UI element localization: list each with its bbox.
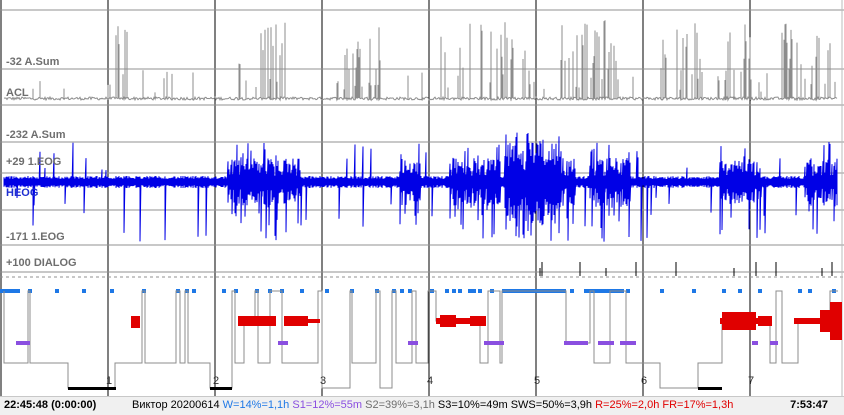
- s1-bar: [408, 341, 418, 345]
- s3-bar: [698, 387, 722, 390]
- wake-bar: [584, 289, 624, 293]
- wake-marker: [55, 289, 59, 293]
- stage-stat: S2=39%=3,1h: [362, 399, 435, 411]
- hour-mark-1: 1: [106, 375, 113, 387]
- wake-marker: [692, 289, 696, 293]
- wake-marker: [400, 289, 404, 293]
- wake-marker: [570, 289, 574, 293]
- rem-bar: [722, 312, 756, 330]
- status-bar: 22:45:48 (0:00:00) Виктор 20200614 W=14%…: [0, 396, 844, 415]
- wake-marker: [192, 289, 196, 293]
- wake-marker: [808, 289, 812, 293]
- s1-bar: [598, 341, 614, 345]
- rem-bar: [436, 318, 484, 324]
- wake-marker: [458, 289, 462, 293]
- wake-marker: [445, 289, 449, 293]
- wake-marker: [110, 289, 114, 293]
- wake-bar: [0, 289, 20, 293]
- acl-channel-label: ACL: [6, 87, 29, 99]
- s1-bar: [770, 341, 778, 345]
- stage-stat: FR=17%=1,3h: [659, 399, 734, 411]
- acl-line: [3, 20, 838, 102]
- wake-marker: [472, 289, 476, 293]
- rem-bar: [306, 319, 320, 323]
- rem-bar: [284, 316, 308, 326]
- acl-trace: [3, 20, 838, 102]
- rem-bar: [238, 316, 276, 326]
- wake-marker: [738, 289, 742, 293]
- dialog-trace: [539, 262, 833, 276]
- wake-marker: [300, 289, 304, 293]
- stage-stat: S3=10%=49m: [434, 399, 508, 411]
- s1-bar: [564, 341, 588, 345]
- s1-bar: [752, 341, 758, 345]
- s3-bar: [68, 387, 116, 390]
- rem-bar: [830, 302, 842, 340]
- s1-bar: [278, 341, 288, 345]
- dialog-label: +100 DIALOG: [6, 257, 77, 269]
- stage-stats: W=14%=1,1h S1=12%=55m S2=39%=3,1h S3=10%…: [223, 399, 734, 411]
- rem-bar: [794, 318, 838, 324]
- stage-stat: S1=12%=55m: [289, 399, 363, 411]
- s1-bar: [620, 341, 636, 345]
- heog-trace: [3, 132, 838, 242]
- wake-marker: [798, 289, 802, 293]
- hour-mark-6: 6: [641, 375, 648, 387]
- acl-scale-label: -32 A.Sum: [6, 56, 60, 68]
- wake-marker: [722, 289, 726, 293]
- rem-bar: [440, 315, 456, 327]
- stage-stat: R=25%=2,0h: [592, 399, 660, 411]
- s3-bar: [210, 387, 232, 390]
- eog-bottom-label: -171 1.EOG: [6, 231, 65, 243]
- rem-bar: [470, 316, 486, 326]
- end-time: 7:53:47: [790, 399, 828, 411]
- hour-mark-3: 3: [320, 375, 327, 387]
- s1-bar: [484, 341, 504, 345]
- s1-bar: [16, 341, 30, 345]
- stage-stat: W=14%=1,1h: [222, 399, 290, 411]
- wake-marker: [758, 289, 762, 293]
- wake-marker: [222, 289, 226, 293]
- heog-line: [3, 132, 838, 242]
- wake-marker: [82, 289, 86, 293]
- sleep-stats: Виктор 20200614 W=14%=1,1h S1=12%=55m S2…: [132, 397, 733, 414]
- wake-marker: [468, 289, 472, 293]
- hour-mark-2: 2: [213, 375, 220, 387]
- hour-mark-4: 4: [427, 375, 434, 387]
- heog-scale-label: -232 A.Sum: [6, 129, 66, 141]
- wake-marker: [626, 289, 630, 293]
- hour-mark-5: 5: [534, 375, 541, 387]
- stage-steps: [3, 290, 838, 389]
- hour-mark-7: 7: [748, 375, 755, 387]
- wake-marker: [478, 289, 482, 293]
- start-time: 22:45:48 (0:00:00): [4, 399, 97, 411]
- rem-bar: [758, 316, 772, 326]
- wake-marker: [234, 289, 238, 293]
- subject-name: Виктор 20200614: [132, 399, 220, 411]
- eog-top-label: +29 1.EOG: [6, 156, 62, 168]
- rem-bar: [131, 316, 140, 328]
- hypnogram: [0, 289, 842, 390]
- wake-marker: [660, 289, 664, 293]
- grid: [0, 0, 844, 396]
- wake-marker: [325, 289, 329, 293]
- heog-channel-label: HEOG: [6, 187, 39, 199]
- wake-marker: [408, 289, 412, 293]
- wake-marker: [452, 289, 456, 293]
- stage-stat: SWS=50%=3,9h: [507, 399, 593, 411]
